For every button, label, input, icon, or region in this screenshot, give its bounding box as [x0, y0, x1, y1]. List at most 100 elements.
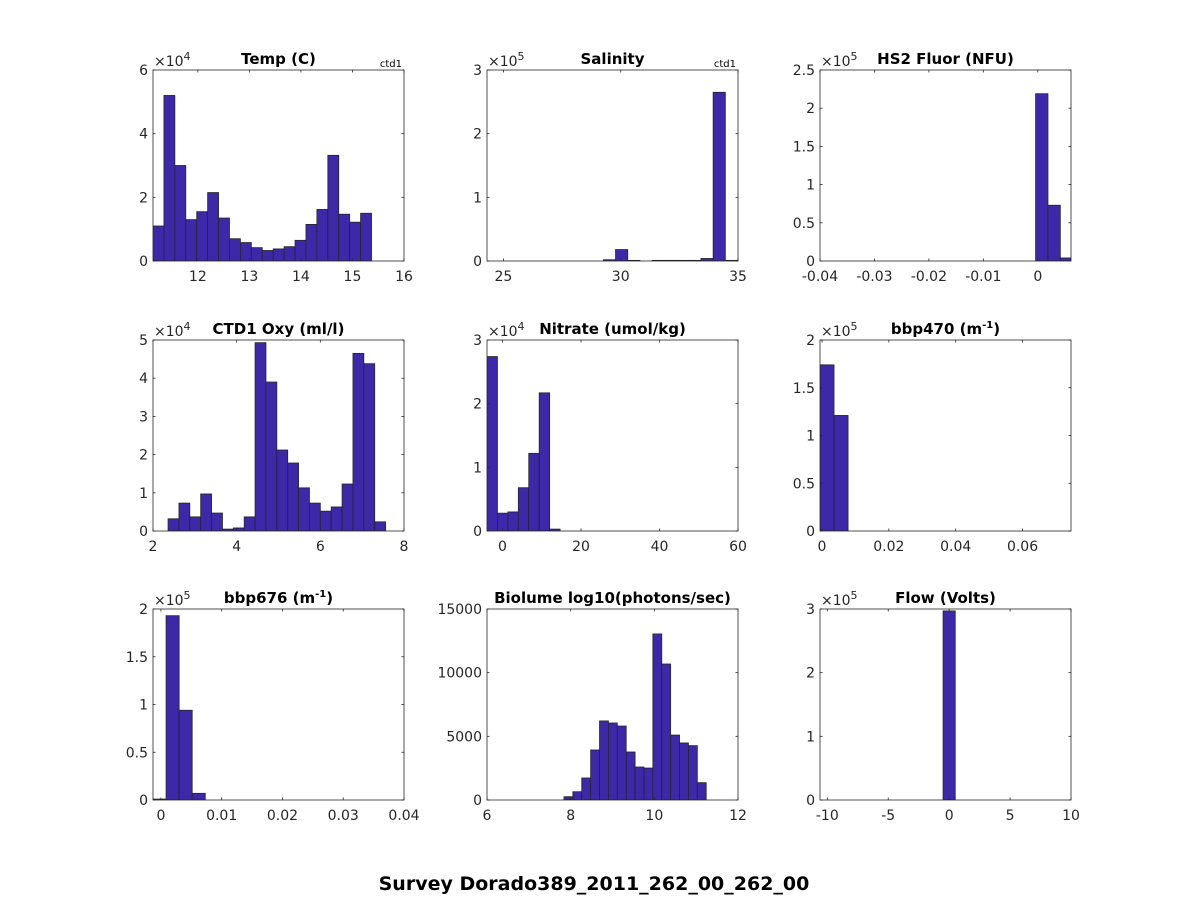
panel-title-text: bbp676 (m: [224, 589, 315, 607]
x-tick-label: 0.04: [940, 539, 971, 555]
histogram-bar: [191, 792, 206, 800]
exponent-power: 5: [518, 50, 525, 63]
histogram-bar: [196, 211, 209, 261]
histogram-bar: [240, 242, 252, 261]
y-tick-label: 3: [139, 409, 148, 425]
x-tick-label: 40: [651, 539, 669, 555]
y-tick-label: 1.5: [793, 381, 815, 397]
y-tick-label: 3: [473, 63, 482, 79]
histogram-bar: [330, 506, 343, 531]
histogram-bar: [265, 381, 278, 531]
histogram-bar: [165, 615, 180, 800]
panel-title: Temp (C): [241, 50, 316, 68]
histogram-bar: [298, 487, 310, 531]
axes-box: [819, 69, 1072, 262]
panel-title-text: Nitrate (umol/kg): [539, 320, 686, 338]
histogram-bar: [207, 192, 219, 261]
axis-exponent: ×105: [821, 50, 858, 70]
axis-exponent: ×105: [488, 50, 525, 70]
x-tick-label: 0: [818, 539, 827, 555]
x-tick-label: 13: [240, 269, 258, 285]
y-tick-label: 2: [806, 666, 815, 682]
histogram-bar: [178, 709, 193, 800]
bars: [820, 364, 849, 531]
histogram-bar: [254, 342, 267, 531]
histogram-bar: [185, 219, 198, 261]
histogram-panel: 6 8 10 12 0 5000 10000 15000 Biolume log10(photo…: [437, 589, 746, 824]
bars: [602, 91, 738, 261]
y-tick-label: 4: [139, 127, 148, 143]
histogram-bar: [563, 796, 574, 800]
histogram-bar: [294, 239, 307, 261]
histogram-panel: 0 0.02 0.04 0.06 0 0.5 1 1.5 2 ×105 bbp470 (m-1): [793, 320, 1072, 555]
x-tick-label: 0.03: [328, 808, 359, 824]
y-tick-label: 2: [806, 101, 815, 117]
axes-box: [486, 608, 739, 801]
y-tick-label: 1.5: [793, 139, 815, 155]
exponent-base: ×10: [821, 324, 851, 340]
x-tick-label: 0.01: [206, 808, 237, 824]
y-tick-label: 1: [473, 460, 482, 476]
histogram-bar: [232, 527, 245, 531]
panel-title: Nitrate (umol/kg): [539, 320, 686, 338]
bars: [942, 610, 956, 800]
x-tick-label: 0.02: [267, 808, 298, 824]
bars: [167, 342, 386, 531]
exponent-base: ×10: [154, 324, 184, 340]
histogram-bar: [688, 745, 698, 800]
axes-box: [819, 339, 1072, 532]
y-tick-label: 2: [473, 397, 482, 413]
histogram-bar: [833, 415, 849, 531]
histogram-bar: [528, 452, 540, 531]
x-tick-label: 6: [316, 539, 325, 555]
histogram-bar: [178, 502, 191, 531]
axis-exponent: ×104: [154, 50, 191, 70]
exponent-base: ×10: [821, 54, 851, 70]
histogram-bar: [1059, 257, 1071, 261]
x-tick-label: 8: [400, 539, 409, 555]
histogram-bar: [1035, 93, 1049, 261]
y-tick-label: 2: [473, 127, 482, 143]
histogram-bar: [319, 510, 332, 531]
x-tick-label: 0.02: [873, 539, 904, 555]
x-tick-label: 12: [729, 808, 747, 824]
histogram-bar: [189, 516, 202, 531]
histogram-bar: [615, 249, 629, 261]
panel-title-text: HS2 Fluor (NFU): [877, 50, 1014, 68]
y-tick-label: 0: [806, 793, 815, 809]
histogram-bar: [309, 502, 321, 531]
y-tick-label: 10000: [437, 666, 482, 682]
x-tick-label: 0: [945, 808, 954, 824]
histogram-bar: [643, 767, 654, 800]
y-tick-label: 4: [139, 371, 148, 387]
panel-title: CTD1 Oxy (ml/l): [213, 320, 345, 338]
histogram-bar: [276, 449, 289, 531]
x-tick-label: 5: [1006, 808, 1015, 824]
histogram-bar: [507, 511, 519, 531]
panel-title: HS2 Fluor (NFU): [877, 50, 1014, 68]
x-tick-label: 14: [292, 269, 310, 285]
histogram-bar: [218, 217, 230, 261]
axis-exponent: ×105: [154, 589, 191, 609]
x-tick-label: -10: [816, 808, 839, 824]
exponent-power: 4: [518, 320, 525, 333]
panel-title-superscript: -1: [315, 589, 326, 600]
x-tick-label: 60: [729, 539, 747, 555]
y-tick-label: 15000: [437, 602, 482, 618]
y-tick-label: 1: [139, 486, 148, 502]
histogram-panel: 0 0.01 0.02 0.03 0.04 0 0.5 1 1.5 2 ×105 bbp676 (m-…: [126, 589, 420, 824]
histogram-bar: [167, 518, 180, 531]
histogram-bar: [211, 512, 223, 531]
y-tick-label: 1: [806, 178, 815, 194]
histogram-bar: [305, 223, 318, 261]
y-tick-label: 2.5: [793, 63, 815, 79]
y-tick-label: 0.5: [793, 216, 815, 232]
x-tick-label: 25: [495, 269, 513, 285]
y-tick-label: 0: [473, 524, 482, 540]
exponent-power: 5: [851, 589, 858, 602]
x-tick-label: -0.03: [856, 269, 892, 285]
corner-label: ctd1: [714, 59, 736, 70]
